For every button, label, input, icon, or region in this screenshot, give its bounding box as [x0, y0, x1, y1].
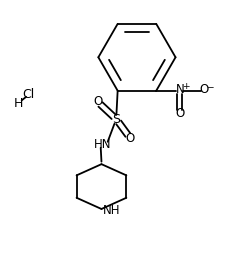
Text: O: O — [199, 84, 208, 97]
Text: HN: HN — [94, 138, 112, 151]
Text: O: O — [93, 96, 102, 108]
Text: −: − — [206, 82, 214, 91]
Text: O: O — [175, 107, 185, 120]
Text: S: S — [112, 113, 121, 126]
Text: +: + — [182, 82, 189, 91]
Text: O: O — [125, 132, 135, 145]
Text: N: N — [176, 84, 184, 97]
Text: NH: NH — [103, 204, 120, 217]
Text: Cl: Cl — [22, 88, 35, 101]
Text: H: H — [14, 97, 23, 109]
